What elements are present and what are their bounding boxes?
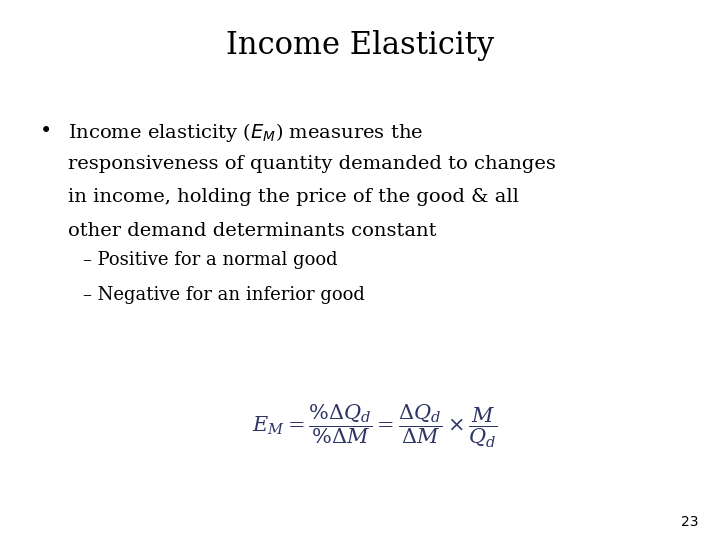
Text: Income Elasticity: Income Elasticity xyxy=(226,30,494,60)
Text: – Negative for an inferior good: – Negative for an inferior good xyxy=(83,286,364,304)
Text: 23: 23 xyxy=(681,515,698,529)
Text: responsiveness of quantity demanded to changes: responsiveness of quantity demanded to c… xyxy=(68,155,557,173)
Text: Income elasticity ($E_M$) measures the: Income elasticity ($E_M$) measures the xyxy=(68,122,423,145)
Text: $E_{M} = \dfrac{\%\Delta Q_d}{\%\Delta M} = \dfrac{\Delta Q_d}{\Delta M} \times : $E_{M} = \dfrac{\%\Delta Q_d}{\%\Delta M… xyxy=(251,403,498,450)
Text: •: • xyxy=(40,122,52,141)
Text: other demand determinants constant: other demand determinants constant xyxy=(68,222,437,240)
Text: in income, holding the price of the good & all: in income, holding the price of the good… xyxy=(68,188,519,206)
Text: – Positive for a normal good: – Positive for a normal good xyxy=(83,251,338,269)
